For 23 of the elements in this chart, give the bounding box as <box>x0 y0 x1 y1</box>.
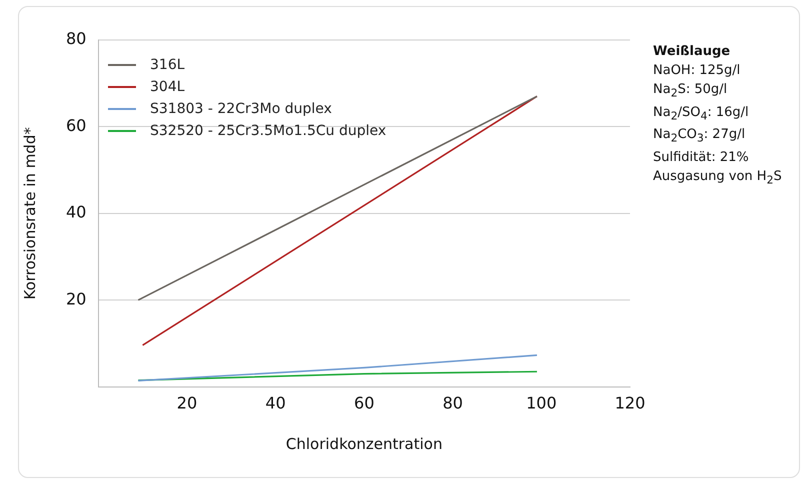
y-tick-label: 20 <box>66 289 86 308</box>
x-tick-label: 80 <box>442 394 463 413</box>
legend-label: S31803 - 22Cr3Mo duplex <box>150 101 332 117</box>
text: Ausgasung von H$_{2}$S <box>653 168 783 188</box>
legend-label: S32520 - 25Cr3.5Mo1.5Cu duplex <box>150 123 386 139</box>
text: Weißlauge <box>653 43 732 61</box>
legend-label: 316L <box>150 57 185 73</box>
text: NaOH: 125g/l <box>653 62 742 80</box>
x-tick-label: 100 <box>526 394 557 413</box>
legend-label: 304L <box>150 79 185 95</box>
y-axis-title: Korrosionsrate in mdd* <box>20 126 39 300</box>
x-tick-label: 40 <box>265 394 286 413</box>
x-tick-label: 20 <box>176 394 198 413</box>
x-tick-label: 120 <box>614 394 646 413</box>
text: Na$_{2}$/SO$_{4}$: 16g/l <box>653 104 750 124</box>
text: Na$_{2}$CO$_{3}$: 27g/l <box>653 126 746 147</box>
y-tick-label: 60 <box>66 116 86 135</box>
x-tick-label: 60 <box>354 394 374 413</box>
y-tick-label: 80 <box>66 29 86 48</box>
y-tick-label: 40 <box>66 202 86 222</box>
text: Sulfidität: 21% <box>653 148 750 167</box>
text: Na$_{2}$S: 50g/l <box>653 81 728 102</box>
x-axis-title: Chloridkonzentration <box>286 434 442 453</box>
